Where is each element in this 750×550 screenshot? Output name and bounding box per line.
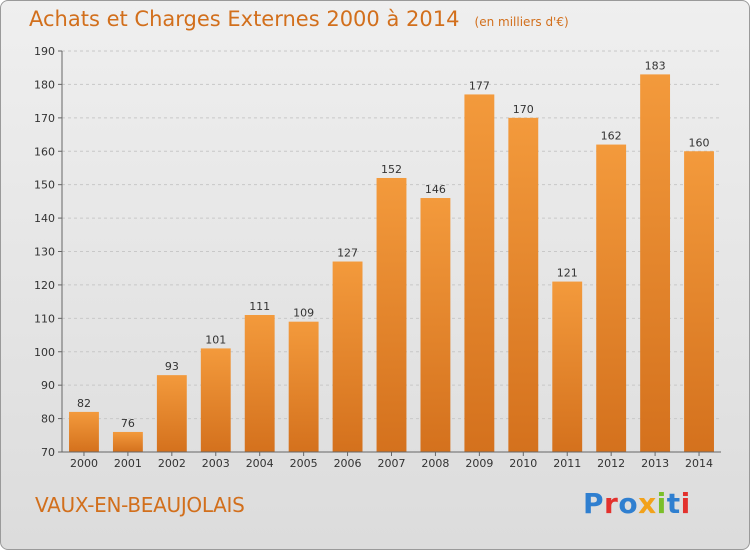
- bar-2005: [288, 321, 319, 452]
- axes: 70 80 90 100 110 120 130 140 150 160 170 180 190 2000…: [34, 45, 721, 470]
- chart-title: Achats et Charges Externes 2000 à 2014: [29, 7, 460, 31]
- bar-2001: [112, 431, 143, 452]
- y-tick-label: 100: [34, 346, 55, 359]
- x-tick-label: 2002: [158, 457, 186, 470]
- bar-2003: [200, 348, 231, 452]
- y-tick-label: 130: [34, 246, 55, 259]
- y-tick-label: 170: [34, 112, 55, 125]
- value-label: 170: [513, 103, 534, 116]
- x-tick-label: 2001: [114, 457, 142, 470]
- x-tick-label: 2011: [553, 457, 581, 470]
- x-tick-label: 2000: [70, 457, 98, 470]
- value-label: 111: [249, 300, 270, 313]
- value-label: 93: [165, 360, 179, 373]
- logo-letter: i: [680, 487, 691, 520]
- y-tick-label: 150: [34, 179, 55, 192]
- value-label: 82: [77, 397, 91, 410]
- bar-2012: [596, 144, 627, 453]
- value-label: 177: [469, 79, 490, 92]
- logo-letter: i: [656, 487, 667, 520]
- y-tick-label: 180: [34, 78, 55, 91]
- bar-2013: [640, 74, 671, 453]
- bar-2011: [552, 281, 583, 452]
- bar-2010: [508, 117, 539, 452]
- bar-2009: [464, 94, 495, 453]
- value-label: 76: [121, 417, 135, 430]
- bar-2008: [420, 198, 451, 452]
- bar-2014: [684, 151, 714, 452]
- value-label: 121: [557, 267, 578, 280]
- logo-letter: x: [638, 487, 657, 520]
- logo-letter: P: [583, 487, 605, 520]
- bar-2002: [156, 375, 187, 452]
- x-tick-label: 2010: [509, 457, 537, 470]
- x-tick-label: 2013: [641, 457, 669, 470]
- x-tick-label: 2009: [465, 457, 493, 470]
- value-label: 127: [337, 247, 358, 260]
- x-tick-label: 2004: [246, 457, 274, 470]
- y-tick-label: 160: [34, 145, 55, 158]
- chart-subtitle: (en milliers d'€): [474, 15, 569, 29]
- proxiti-logo: Proxiti: [583, 487, 691, 520]
- value-label: 109: [293, 307, 314, 320]
- y-tick-label: 70: [41, 446, 55, 459]
- x-tick-label: 2012: [597, 457, 625, 470]
- logo-letter: o: [618, 487, 639, 520]
- x-tick-label: 2006: [334, 457, 362, 470]
- y-tick-label: 80: [41, 413, 55, 426]
- x-tick-label: 2005: [290, 457, 318, 470]
- value-labels: 82 76 93 101 111 109 127 152 146 177 170 121 162 183 1…: [77, 59, 710, 430]
- x-tick-label: 2008: [421, 457, 449, 470]
- value-label: 160: [689, 136, 710, 149]
- y-tick-label: 90: [41, 379, 55, 392]
- bar-2000: [69, 411, 99, 452]
- y-tick-label: 140: [34, 212, 55, 225]
- x-tick-label: 2007: [378, 457, 406, 470]
- bars: [69, 74, 714, 453]
- value-label: 152: [381, 163, 402, 176]
- value-label: 146: [425, 183, 446, 196]
- bar-2007: [376, 177, 407, 452]
- logo-letter: t: [666, 487, 681, 520]
- y-tick-label: 190: [34, 45, 55, 58]
- value-label: 183: [645, 59, 666, 72]
- bar-2004: [244, 314, 275, 452]
- y-tick-label: 110: [34, 312, 55, 325]
- logo-letter: r: [604, 487, 619, 520]
- x-tick-label: 2014: [685, 457, 713, 470]
- x-tick-label: 2003: [202, 457, 230, 470]
- commune-name: VAUX-EN-BEAUJOLAIS: [35, 493, 245, 517]
- y-tick-label: 120: [34, 279, 55, 292]
- chart-header: Achats et Charges Externes 2000 à 2014 (…: [29, 7, 569, 31]
- value-label: 162: [601, 130, 622, 143]
- bar-2006: [332, 261, 363, 452]
- value-label: 101: [205, 333, 226, 346]
